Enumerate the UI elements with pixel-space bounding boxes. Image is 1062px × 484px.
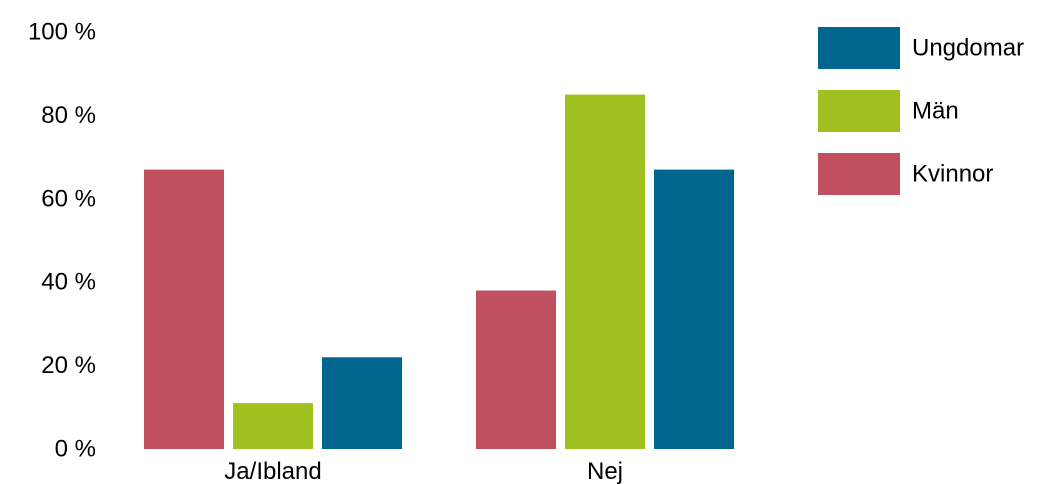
bar-ungdomar-1 <box>654 169 734 450</box>
legend-swatch <box>818 153 900 195</box>
y-tick-label: 40 % <box>41 269 96 296</box>
legend-label: Män <box>912 98 959 125</box>
bar-män-1 <box>565 94 645 450</box>
bars <box>144 94 734 450</box>
y-tick-label: 60 % <box>41 185 96 212</box>
x-axis-ticks: Ja/Ibland Nej <box>224 458 623 484</box>
y-tick-label: 80 % <box>41 102 96 129</box>
legend: Ungdomar Män Kvinnor <box>818 27 1024 195</box>
y-tick-label: 20 % <box>41 352 96 379</box>
legend-swatch <box>818 27 900 69</box>
bar-ungdomar-0 <box>322 357 402 449</box>
bar-män-0 <box>233 403 313 449</box>
x-tick-label: Ja/Ibland <box>224 458 321 484</box>
y-tick-label: 100 % <box>28 19 96 46</box>
bar-kvinnor-1 <box>476 290 556 449</box>
y-axis-ticks: 0 % 20 % 40 % 60 % 80 % 100 % <box>28 19 96 463</box>
y-tick-label: 0 % <box>55 436 96 463</box>
x-tick-label: Nej <box>587 458 623 484</box>
bar-kvinnor-0 <box>144 169 224 450</box>
legend-label: Kvinnor <box>912 161 993 188</box>
legend-label: Ungdomar <box>912 35 1024 62</box>
legend-swatch <box>818 90 900 132</box>
